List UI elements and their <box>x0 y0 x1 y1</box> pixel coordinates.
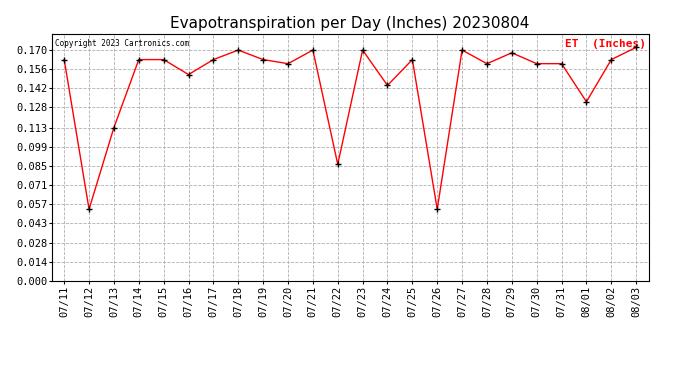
Title: Evapotranspiration per Day (Inches) 20230804: Evapotranspiration per Day (Inches) 2023… <box>170 16 530 31</box>
Text: Copyright 2023 Cartronics.com: Copyright 2023 Cartronics.com <box>55 39 189 48</box>
Text: ET  (Inches): ET (Inches) <box>564 39 646 49</box>
